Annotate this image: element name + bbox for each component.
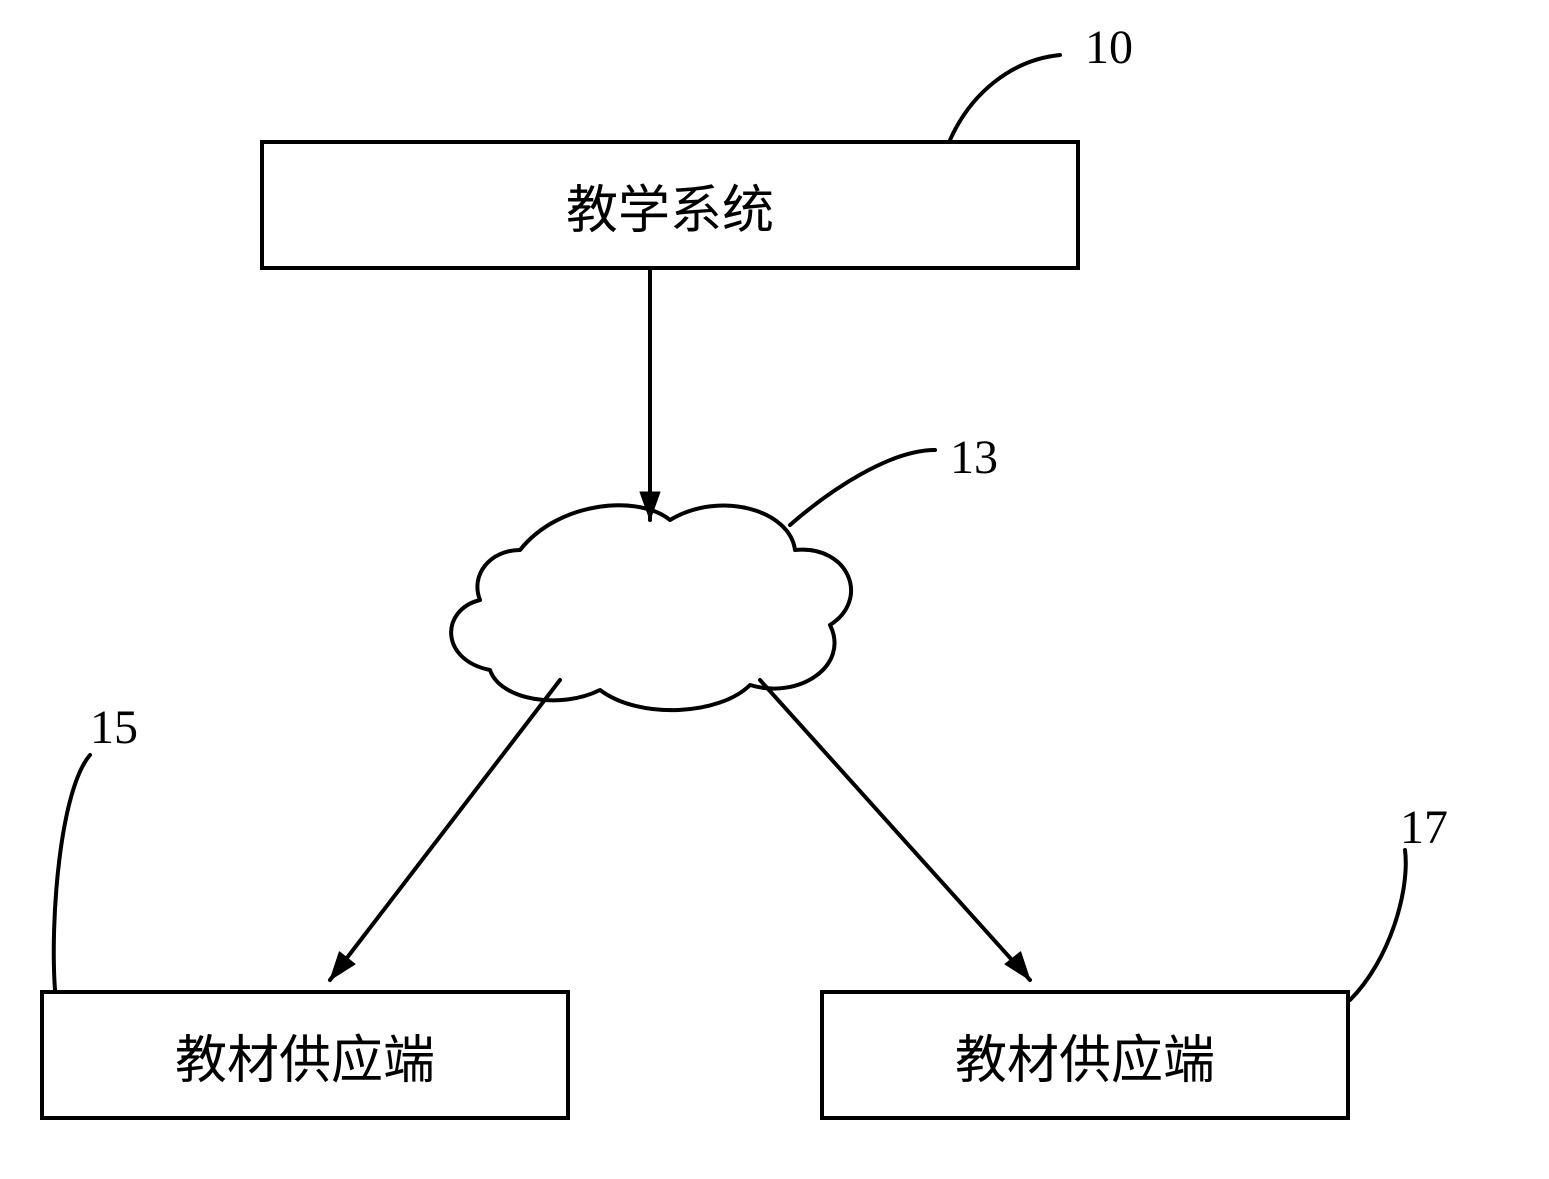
ref-label-15: 15 bbox=[90, 700, 138, 755]
ref-label-13: 13 bbox=[950, 430, 998, 485]
node-supplier-right: 教材供应端 bbox=[820, 990, 1350, 1120]
node-internet-label: 互联网 bbox=[570, 580, 714, 650]
ref-label-10: 10 bbox=[1085, 20, 1133, 75]
ref-label-17: 17 bbox=[1400, 800, 1448, 855]
diagram-canvas: 教学系统 教材供应端 教材供应端 互联网 10 13 15 17 bbox=[0, 0, 1549, 1179]
node-supplier-left: 教材供应端 bbox=[40, 990, 570, 1120]
node-supplier-right-label: 教材供应端 bbox=[955, 1018, 1215, 1093]
node-teaching-system-label: 教学系统 bbox=[566, 168, 774, 243]
node-teaching-system: 教学系统 bbox=[260, 140, 1080, 270]
node-supplier-left-label: 教材供应端 bbox=[175, 1018, 435, 1093]
